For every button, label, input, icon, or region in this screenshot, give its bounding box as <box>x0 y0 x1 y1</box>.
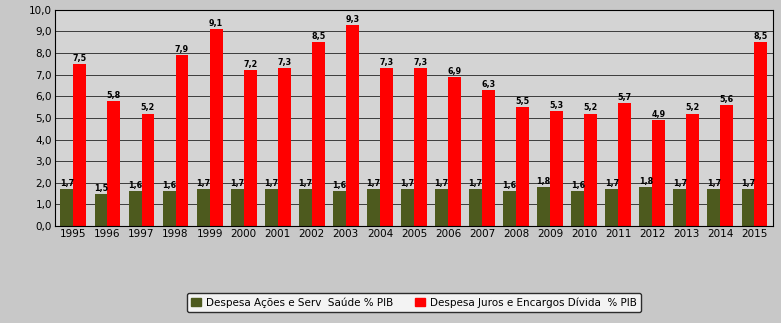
Text: 5,6: 5,6 <box>720 95 734 104</box>
Bar <box>720 105 733 226</box>
Bar <box>605 189 619 226</box>
Bar <box>516 107 529 226</box>
Bar <box>550 111 563 226</box>
Bar <box>129 192 141 226</box>
Text: 6,9: 6,9 <box>448 67 462 76</box>
Bar <box>754 42 768 226</box>
Text: 1,7: 1,7 <box>401 179 415 188</box>
Text: 1,7: 1,7 <box>60 179 74 188</box>
Text: 1,7: 1,7 <box>196 179 210 188</box>
Text: 4,9: 4,9 <box>651 110 666 119</box>
Text: 1,7: 1,7 <box>741 179 755 188</box>
Bar <box>435 189 448 226</box>
Text: 5,2: 5,2 <box>583 103 597 112</box>
Text: 5,3: 5,3 <box>550 101 564 110</box>
Text: 1,7: 1,7 <box>707 179 721 188</box>
Bar <box>141 114 155 226</box>
Text: 1,6: 1,6 <box>332 182 347 190</box>
Bar <box>619 103 631 226</box>
Text: 1,6: 1,6 <box>571 182 585 190</box>
Text: 1,7: 1,7 <box>434 179 448 188</box>
Bar <box>299 189 312 226</box>
Bar <box>414 68 427 226</box>
Text: 1,7: 1,7 <box>264 179 278 188</box>
Text: 5,2: 5,2 <box>141 103 155 112</box>
Text: 1,7: 1,7 <box>366 179 380 188</box>
Bar <box>162 192 176 226</box>
Text: 1,6: 1,6 <box>162 182 177 190</box>
Text: 8,5: 8,5 <box>311 32 326 41</box>
Bar <box>571 192 584 226</box>
Text: 5,7: 5,7 <box>618 93 632 102</box>
Bar <box>312 42 325 226</box>
Bar <box>401 189 414 226</box>
Bar <box>230 189 244 226</box>
Text: 5,8: 5,8 <box>107 90 121 99</box>
Bar <box>482 90 495 226</box>
Bar <box>448 77 461 226</box>
Text: 1,6: 1,6 <box>502 182 517 190</box>
Text: 1,7: 1,7 <box>469 179 483 188</box>
Text: 5,5: 5,5 <box>515 97 530 106</box>
Text: 1,8: 1,8 <box>537 177 551 186</box>
Bar <box>537 187 550 226</box>
Bar <box>244 70 257 226</box>
Bar <box>741 189 754 226</box>
Bar <box>197 189 209 226</box>
Text: 1,7: 1,7 <box>672 179 687 188</box>
Bar <box>73 64 87 226</box>
Text: 7,2: 7,2 <box>243 60 257 69</box>
Bar <box>265 189 278 226</box>
Text: 1,5: 1,5 <box>94 183 108 193</box>
Text: 7,9: 7,9 <box>175 45 189 54</box>
Bar <box>469 189 482 226</box>
Bar <box>176 55 188 226</box>
Text: 1,6: 1,6 <box>128 182 142 190</box>
Text: 1,8: 1,8 <box>639 177 653 186</box>
Text: 7,5: 7,5 <box>73 54 87 63</box>
Text: 7,3: 7,3 <box>380 58 394 67</box>
Text: 9,3: 9,3 <box>345 15 359 24</box>
Bar <box>333 192 346 226</box>
Text: 9,1: 9,1 <box>209 19 223 28</box>
Text: 1,7: 1,7 <box>298 179 312 188</box>
Text: 7,3: 7,3 <box>413 58 427 67</box>
Bar <box>503 192 516 226</box>
Text: 5,2: 5,2 <box>686 103 700 112</box>
Bar <box>346 25 358 226</box>
Bar <box>708 189 720 226</box>
Bar <box>209 29 223 226</box>
Bar <box>108 100 120 226</box>
Bar <box>367 189 380 226</box>
Bar <box>380 68 393 226</box>
Bar <box>278 68 291 226</box>
Bar <box>686 114 699 226</box>
Text: 6,3: 6,3 <box>481 80 496 89</box>
Bar <box>95 193 108 226</box>
Bar <box>60 189 73 226</box>
Bar <box>640 187 652 226</box>
Bar <box>584 114 597 226</box>
Text: 7,3: 7,3 <box>277 58 291 67</box>
Bar <box>673 189 686 226</box>
Text: 1,7: 1,7 <box>604 179 619 188</box>
Text: 1,7: 1,7 <box>230 179 244 188</box>
Text: 8,5: 8,5 <box>754 32 768 41</box>
Legend: Despesa Ações e Serv  Saúde % PIB, Despesa Juros e Encargos Dívida  % PIB: Despesa Ações e Serv Saúde % PIB, Despes… <box>187 293 641 312</box>
Bar <box>652 120 665 226</box>
